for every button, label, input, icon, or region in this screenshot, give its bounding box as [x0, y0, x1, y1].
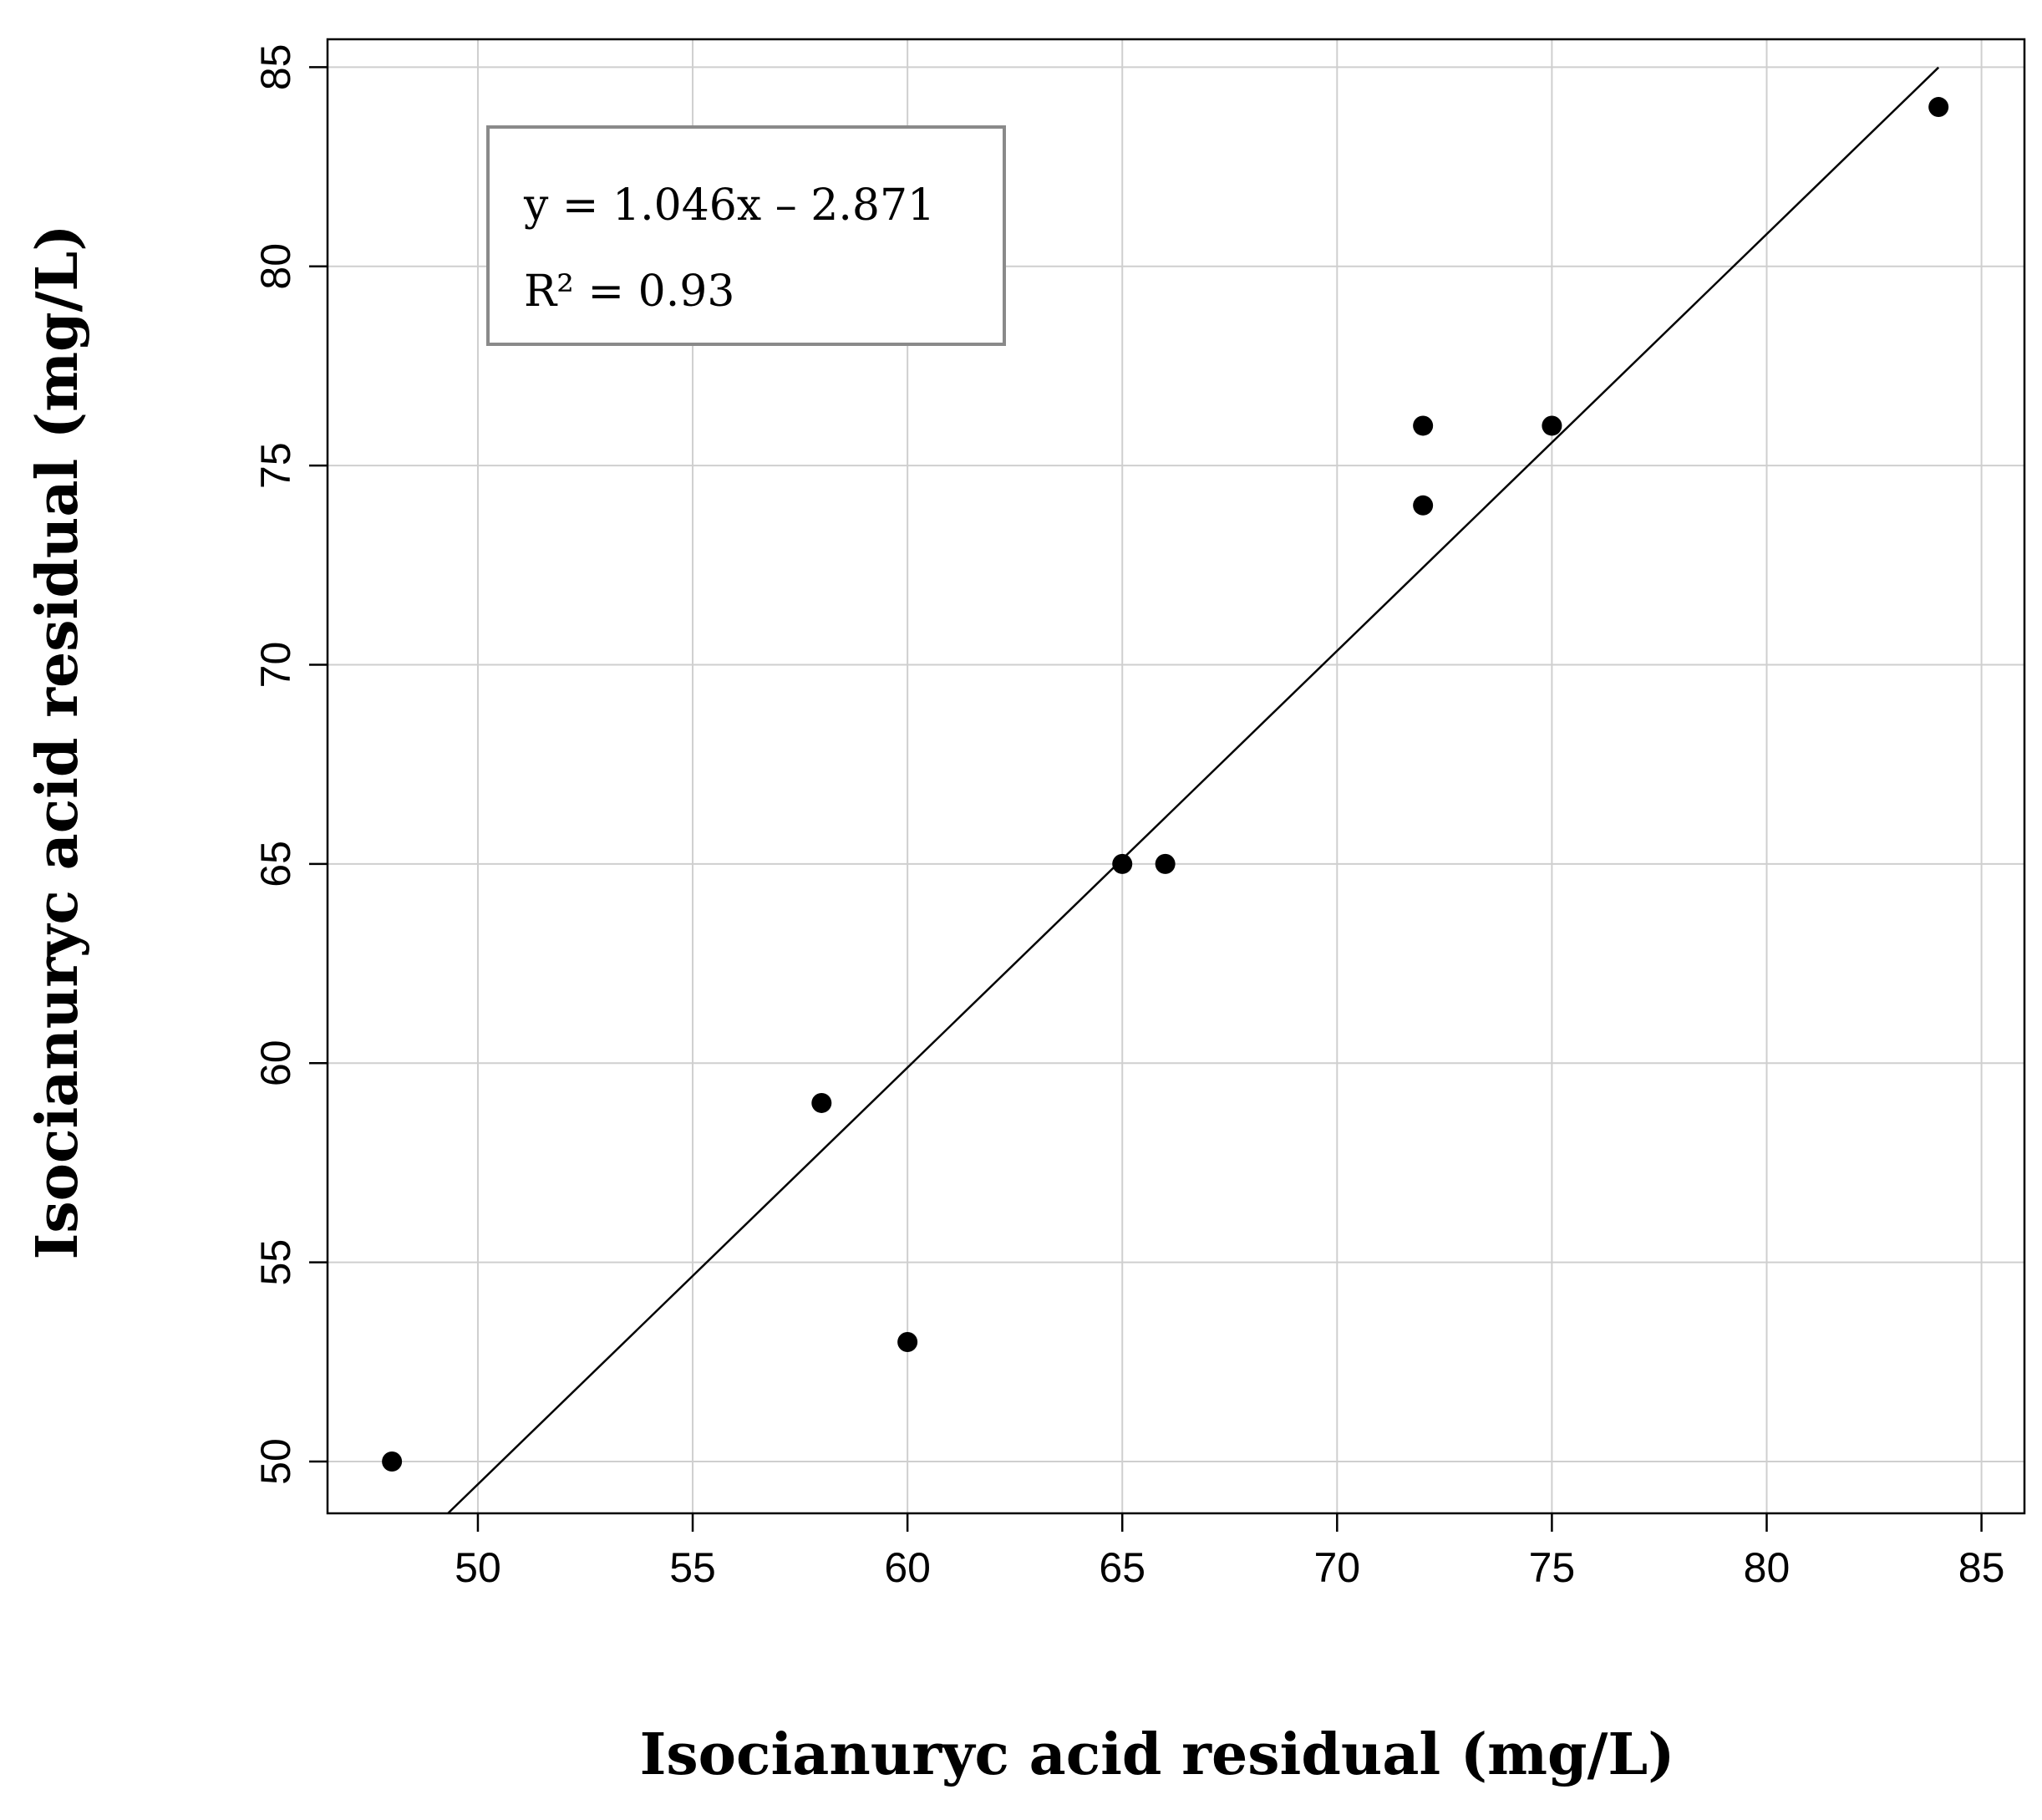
- regression-line-group: [447, 66, 1940, 1514]
- y-tick-label: 50: [252, 1438, 299, 1485]
- x-tick-label: 75: [1529, 1544, 1576, 1591]
- x-tick-label: 85: [1958, 1544, 2005, 1591]
- x-tick-label: 50: [455, 1544, 501, 1591]
- y-tick-label: 85: [252, 44, 299, 91]
- data-point: [382, 1451, 403, 1472]
- data-point: [811, 1092, 832, 1113]
- y-tick-label: 80: [252, 243, 299, 290]
- x-tick-label: 70: [1314, 1544, 1361, 1591]
- regression-equation: y = 1.046x – 2.871: [523, 180, 935, 231]
- y-tick-label: 60: [252, 1040, 299, 1086]
- data-point: [1413, 415, 1434, 436]
- y-tick-label: 65: [252, 841, 299, 887]
- data-point: [1542, 415, 1562, 436]
- data-point: [1155, 853, 1176, 874]
- data-point: [1413, 495, 1434, 516]
- y-axis-title: Isocianuryc acid residual (mg/L): [24, 225, 91, 1260]
- x-tick-label: 55: [669, 1544, 716, 1591]
- x-tick-label: 60: [884, 1544, 931, 1591]
- y-tick-label: 70: [252, 642, 299, 689]
- r-squared: R² = 0.93: [524, 267, 734, 317]
- y-tick-label: 55: [252, 1239, 299, 1286]
- x-tick-label: 80: [1744, 1544, 1791, 1591]
- plot-frame: [326, 38, 2026, 1515]
- data-points: [382, 97, 1949, 1472]
- y-axis: 50 55 60 65 70 75 80 85: [252, 44, 328, 1485]
- x-axis-title: Isocianuryc acid residual (mg/L): [640, 1721, 1675, 1788]
- data-point: [1928, 97, 1949, 118]
- data-point: [1112, 853, 1133, 874]
- y-tick-label: 75: [252, 442, 299, 489]
- data-point: [897, 1331, 918, 1352]
- regression-line: [447, 66, 1940, 1514]
- annotation-box: y = 1.046x – 2.871 R² = 0.93: [486, 125, 1006, 346]
- x-axis: 50 55 60 65 70 75 80 85: [455, 1513, 2004, 1591]
- grid: [328, 39, 2024, 1513]
- x-tick-label: 65: [1099, 1544, 1145, 1591]
